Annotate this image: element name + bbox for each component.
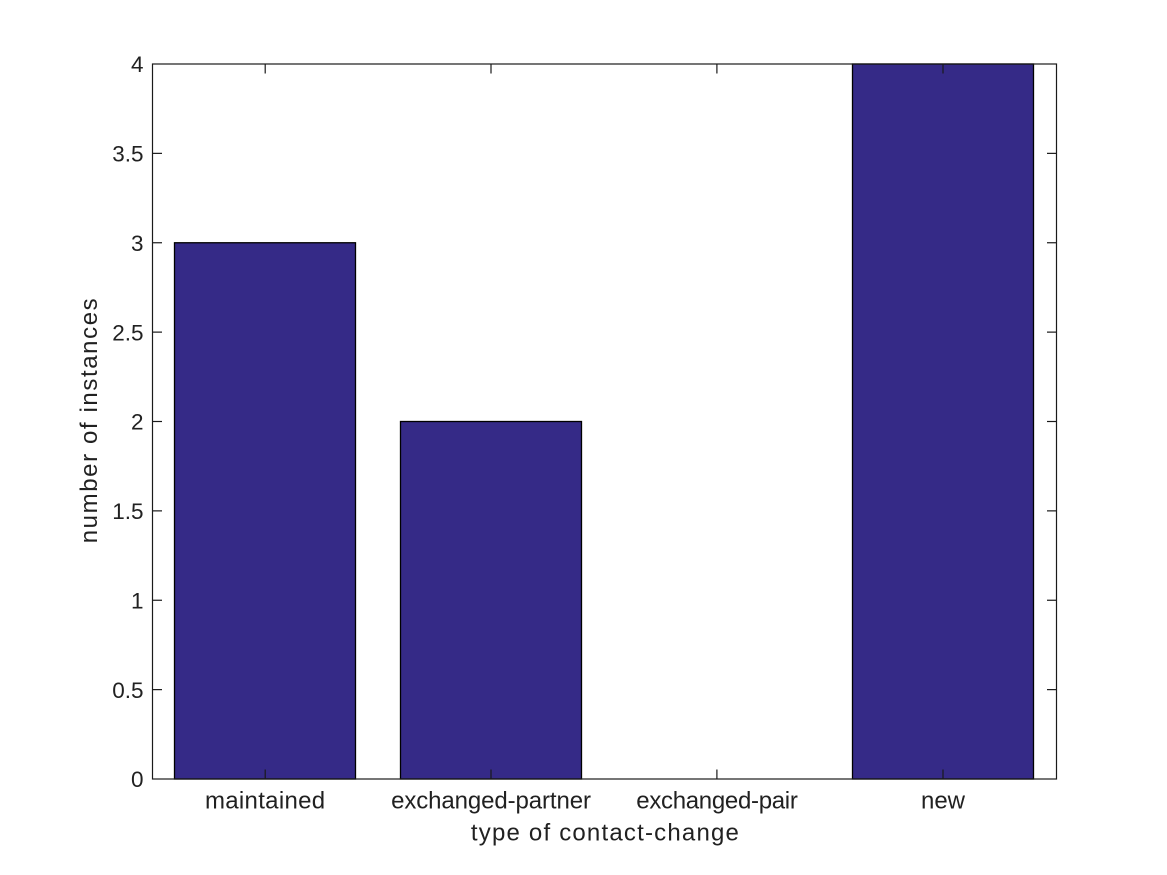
svg-text:exchanged-partner: exchanged-partner bbox=[391, 788, 591, 815]
svg-text:2.5: 2.5 bbox=[112, 320, 143, 345]
svg-text:new: new bbox=[921, 788, 966, 815]
svg-text:exchanged-pair: exchanged-pair bbox=[636, 788, 798, 815]
svg-text:0: 0 bbox=[131, 767, 144, 792]
svg-text:3.5: 3.5 bbox=[112, 142, 143, 167]
svg-text:3: 3 bbox=[131, 231, 144, 256]
svg-text:4: 4 bbox=[131, 52, 144, 77]
svg-text:type of contact-change: type of contact-change bbox=[471, 820, 740, 847]
svg-text:number of instances: number of instances bbox=[76, 297, 103, 544]
svg-text:maintained: maintained bbox=[205, 788, 325, 815]
svg-text:2: 2 bbox=[131, 410, 144, 435]
svg-text:1: 1 bbox=[131, 588, 144, 613]
svg-text:1.5: 1.5 bbox=[112, 499, 143, 524]
svg-text:0.5: 0.5 bbox=[112, 678, 143, 703]
